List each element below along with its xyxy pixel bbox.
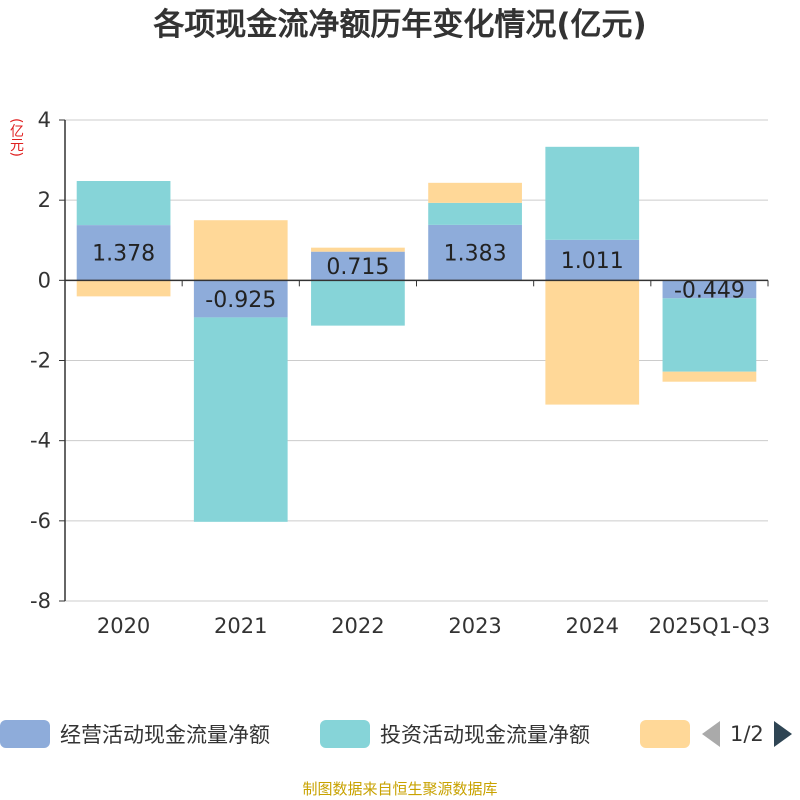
bar-2-series-1 bbox=[311, 280, 405, 326]
legend-item-investing[interactable]: 投资活动现金流量净额 bbox=[320, 714, 590, 754]
data-label-4: 1.011 bbox=[561, 249, 624, 274]
grid-lines bbox=[65, 119, 768, 602]
legend-swatch-investing bbox=[320, 720, 370, 748]
bar-1-series-1 bbox=[193, 317, 288, 522]
y-tick-label-6: -8 bbox=[30, 589, 51, 613]
bar-4-series-2 bbox=[545, 280, 640, 405]
data-label-2: 0.715 bbox=[326, 255, 389, 280]
chart-title: 各项现金流净额历年变化情况(亿元) bbox=[153, 7, 647, 43]
legend-label-investing: 投资活动现金流量净额 bbox=[380, 723, 590, 747]
bar-0-series-0 bbox=[76, 225, 171, 281]
y-axis-unit-label: (亿元) bbox=[8, 118, 24, 157]
axes: 4 2 0 -2 -4 -6 -8 2020 2021 2022 2023 2024 2025Q1-Q3 bbox=[30, 108, 770, 638]
legend-label-operating: 经营活动现金流量净额 bbox=[60, 723, 270, 747]
bar-1-series-2 bbox=[193, 220, 288, 281]
bar-5-series-1 bbox=[662, 298, 757, 372]
y-tick-label-0: 4 bbox=[38, 108, 51, 132]
data-label-3: 1.383 bbox=[444, 242, 507, 267]
data-label-5: -0.449 bbox=[674, 278, 745, 303]
y-tick-label-3: -2 bbox=[30, 349, 51, 373]
y-tick-label-4: -4 bbox=[30, 429, 51, 453]
x-tick-label-4: 2024 bbox=[566, 614, 619, 638]
y-tick-label-1: 2 bbox=[38, 188, 51, 212]
bar-4-series-0 bbox=[545, 239, 640, 281]
y-tick-label-5: -6 bbox=[30, 509, 51, 533]
bar-2-series-2 bbox=[311, 247, 405, 252]
x-tick-label-3: 2023 bbox=[448, 614, 501, 638]
x-tick-label-5: 2025Q1-Q3 bbox=[649, 614, 771, 638]
chart-plot-area: 4 2 0 -2 -4 -6 -8 2020 2021 2022 2023 2024 2025Q1-Q3… bbox=[30, 108, 770, 638]
legend: 经营活动现金流量净额 投资活动现金流量净额 1/2 bbox=[0, 714, 800, 754]
bar-4-series-1 bbox=[545, 146, 640, 240]
x-tick-label-1: 2021 bbox=[214, 614, 267, 638]
bar-2-series-0 bbox=[311, 251, 405, 281]
bar-5-series-2 bbox=[662, 371, 757, 382]
data-label-0: 1.378 bbox=[92, 242, 155, 267]
y-tick-label-2: 0 bbox=[38, 268, 51, 292]
data-labels: 1.378 -0.925 0.715 1.383 1.011 -0.449 bbox=[92, 242, 745, 313]
legend-item-operating[interactable]: 经营活动现金流量净额 bbox=[0, 714, 270, 754]
legend-pager: 1/2 bbox=[700, 714, 792, 754]
bar-0-series-2 bbox=[76, 280, 171, 297]
bar-1-series-0 bbox=[193, 280, 288, 318]
legend-swatch-financing bbox=[640, 720, 690, 748]
x-tick-label-0: 2020 bbox=[97, 614, 150, 638]
bar-3-series-1 bbox=[428, 202, 522, 225]
legend-next-page-icon[interactable] bbox=[773, 721, 792, 747]
bar-5-series-0 bbox=[662, 280, 757, 299]
data-label-1: -0.925 bbox=[205, 288, 276, 313]
legend-prev-page-icon[interactable] bbox=[702, 721, 720, 747]
legend-swatch-operating bbox=[0, 720, 50, 748]
legend-page-indicator: 1/2 bbox=[730, 722, 764, 746]
bar-0-series-1 bbox=[76, 181, 171, 226]
bar-3-series-2 bbox=[428, 182, 522, 203]
x-tick-label-2: 2022 bbox=[331, 614, 384, 638]
bar-3-series-0 bbox=[428, 224, 522, 281]
legend-item-financing[interactable] bbox=[640, 714, 690, 754]
data-source-footer: 制图数据来自恒生聚源数据库 bbox=[302, 780, 498, 798]
bar-series bbox=[76, 146, 757, 522]
